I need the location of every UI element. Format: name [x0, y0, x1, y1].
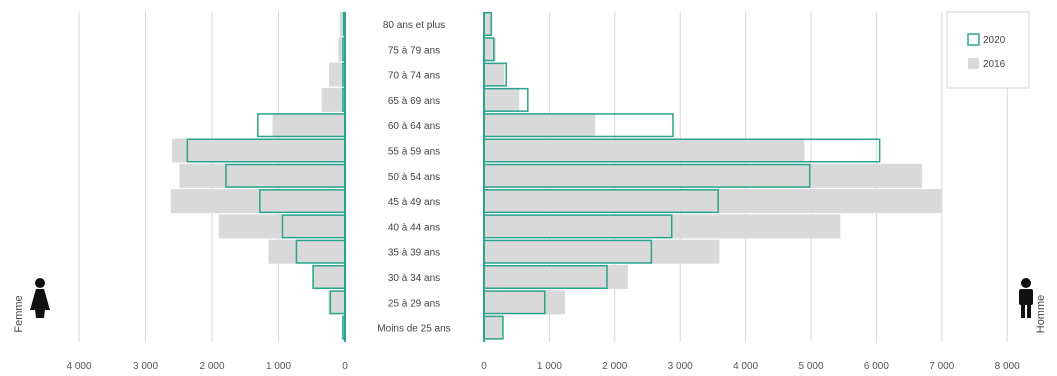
tick-left-0: 4 000 — [66, 361, 91, 372]
legend-swatch-2020 — [967, 33, 980, 46]
woman-icon — [30, 278, 50, 318]
bar-2016-femme-8 — [272, 113, 345, 138]
bar-2016-homme-9 — [484, 87, 520, 112]
age-label-5: 45 à 49 ans — [388, 197, 440, 208]
bar-2016-homme-6 — [484, 163, 923, 188]
age-label-10: 70 à 74 ans — [388, 71, 440, 82]
tick-left-2: 2 000 — [199, 361, 224, 372]
tick-right-1: 1 000 — [537, 361, 562, 372]
center-axes — [344, 12, 485, 342]
age-label-6: 50 à 54 ans — [388, 172, 440, 183]
tick-right-5: 5 000 — [798, 361, 823, 372]
legend-label-2016: 2016 — [983, 59, 1006, 70]
age-label-11: 75 à 79 ans — [388, 45, 440, 56]
bar-2016-femme-5 — [170, 189, 345, 214]
bar-2016-homme-4 — [484, 214, 841, 239]
age-label-0: Moins de 25 ans — [377, 324, 450, 335]
bar-2016-femme-1 — [328, 290, 345, 315]
age-label-7: 55 à 59 ans — [388, 147, 440, 158]
bar-2016-homme-10 — [484, 62, 505, 87]
tick-right-4: 4 000 — [733, 361, 758, 372]
age-label-1: 25 à 29 ans — [388, 298, 440, 309]
tick-right-0: 0 — [481, 361, 487, 372]
age-label-8: 60 à 64 ans — [388, 121, 440, 132]
bar-2016-homme-3 — [484, 239, 720, 264]
tick-left-3: 1 000 — [266, 361, 291, 372]
tick-right-8: 8 000 — [995, 361, 1020, 372]
tick-right-6: 6 000 — [864, 361, 889, 372]
bar-2016-homme-8 — [484, 113, 596, 138]
bar-2016-homme-5 — [484, 189, 942, 214]
bar-2016-homme-12 — [484, 12, 493, 36]
tick-right-2: 2 000 — [602, 361, 627, 372]
bar-2016-femme-3 — [268, 239, 345, 264]
bar-2016-homme-1 — [484, 290, 566, 315]
age-label-4: 40 à 44 ans — [388, 222, 440, 233]
tick-labels: 4 000 3 000 2 000 1 000 0 0 1 000 2 000 3 000 4 0… — [66, 361, 1020, 372]
bar-2016-femme-10 — [329, 62, 345, 87]
legend-label-2020: 2020 — [983, 35, 1006, 46]
legend: 2020 2016 — [946, 11, 1030, 89]
tick-right-3: 3 000 — [668, 361, 693, 372]
bar-2016-homme-2 — [484, 265, 628, 289]
bar-2016-femme-7 — [172, 138, 345, 163]
bar-2016-femme-11 — [338, 37, 345, 62]
legend-swatch-2016 — [968, 58, 979, 69]
homme-label: Homme — [1035, 295, 1047, 334]
age-label-3: 35 à 39 ans — [388, 248, 440, 259]
legend-box — [946, 11, 1030, 89]
man-icon — [1019, 278, 1033, 318]
bar-2016-femme-12 — [339, 12, 345, 36]
age-label-9: 65 à 69 ans — [388, 96, 440, 107]
bar-2016-femme-6 — [179, 163, 345, 188]
series-2016-bars — [170, 12, 942, 340]
tick-left-4: 0 — [342, 361, 348, 372]
bar-2016-femme-9 — [321, 87, 345, 112]
age-label-2: 30 à 34 ans — [388, 273, 440, 284]
age-group-labels: Moins de 25 ans 25 à 29 ans 30 à 34 ans 35 … — [377, 20, 450, 335]
bar-2016-femme-2 — [312, 265, 345, 289]
bar-2016-homme-0 — [484, 315, 503, 340]
tick-right-7: 7 000 — [929, 361, 954, 372]
age-label-12: 80 ans et plus — [383, 20, 445, 31]
femme-label: Femme — [13, 295, 25, 332]
bar-2016-homme-7 — [484, 138, 805, 163]
bar-2016-homme-11 — [484, 37, 496, 62]
tick-left-1: 3 000 — [133, 361, 158, 372]
